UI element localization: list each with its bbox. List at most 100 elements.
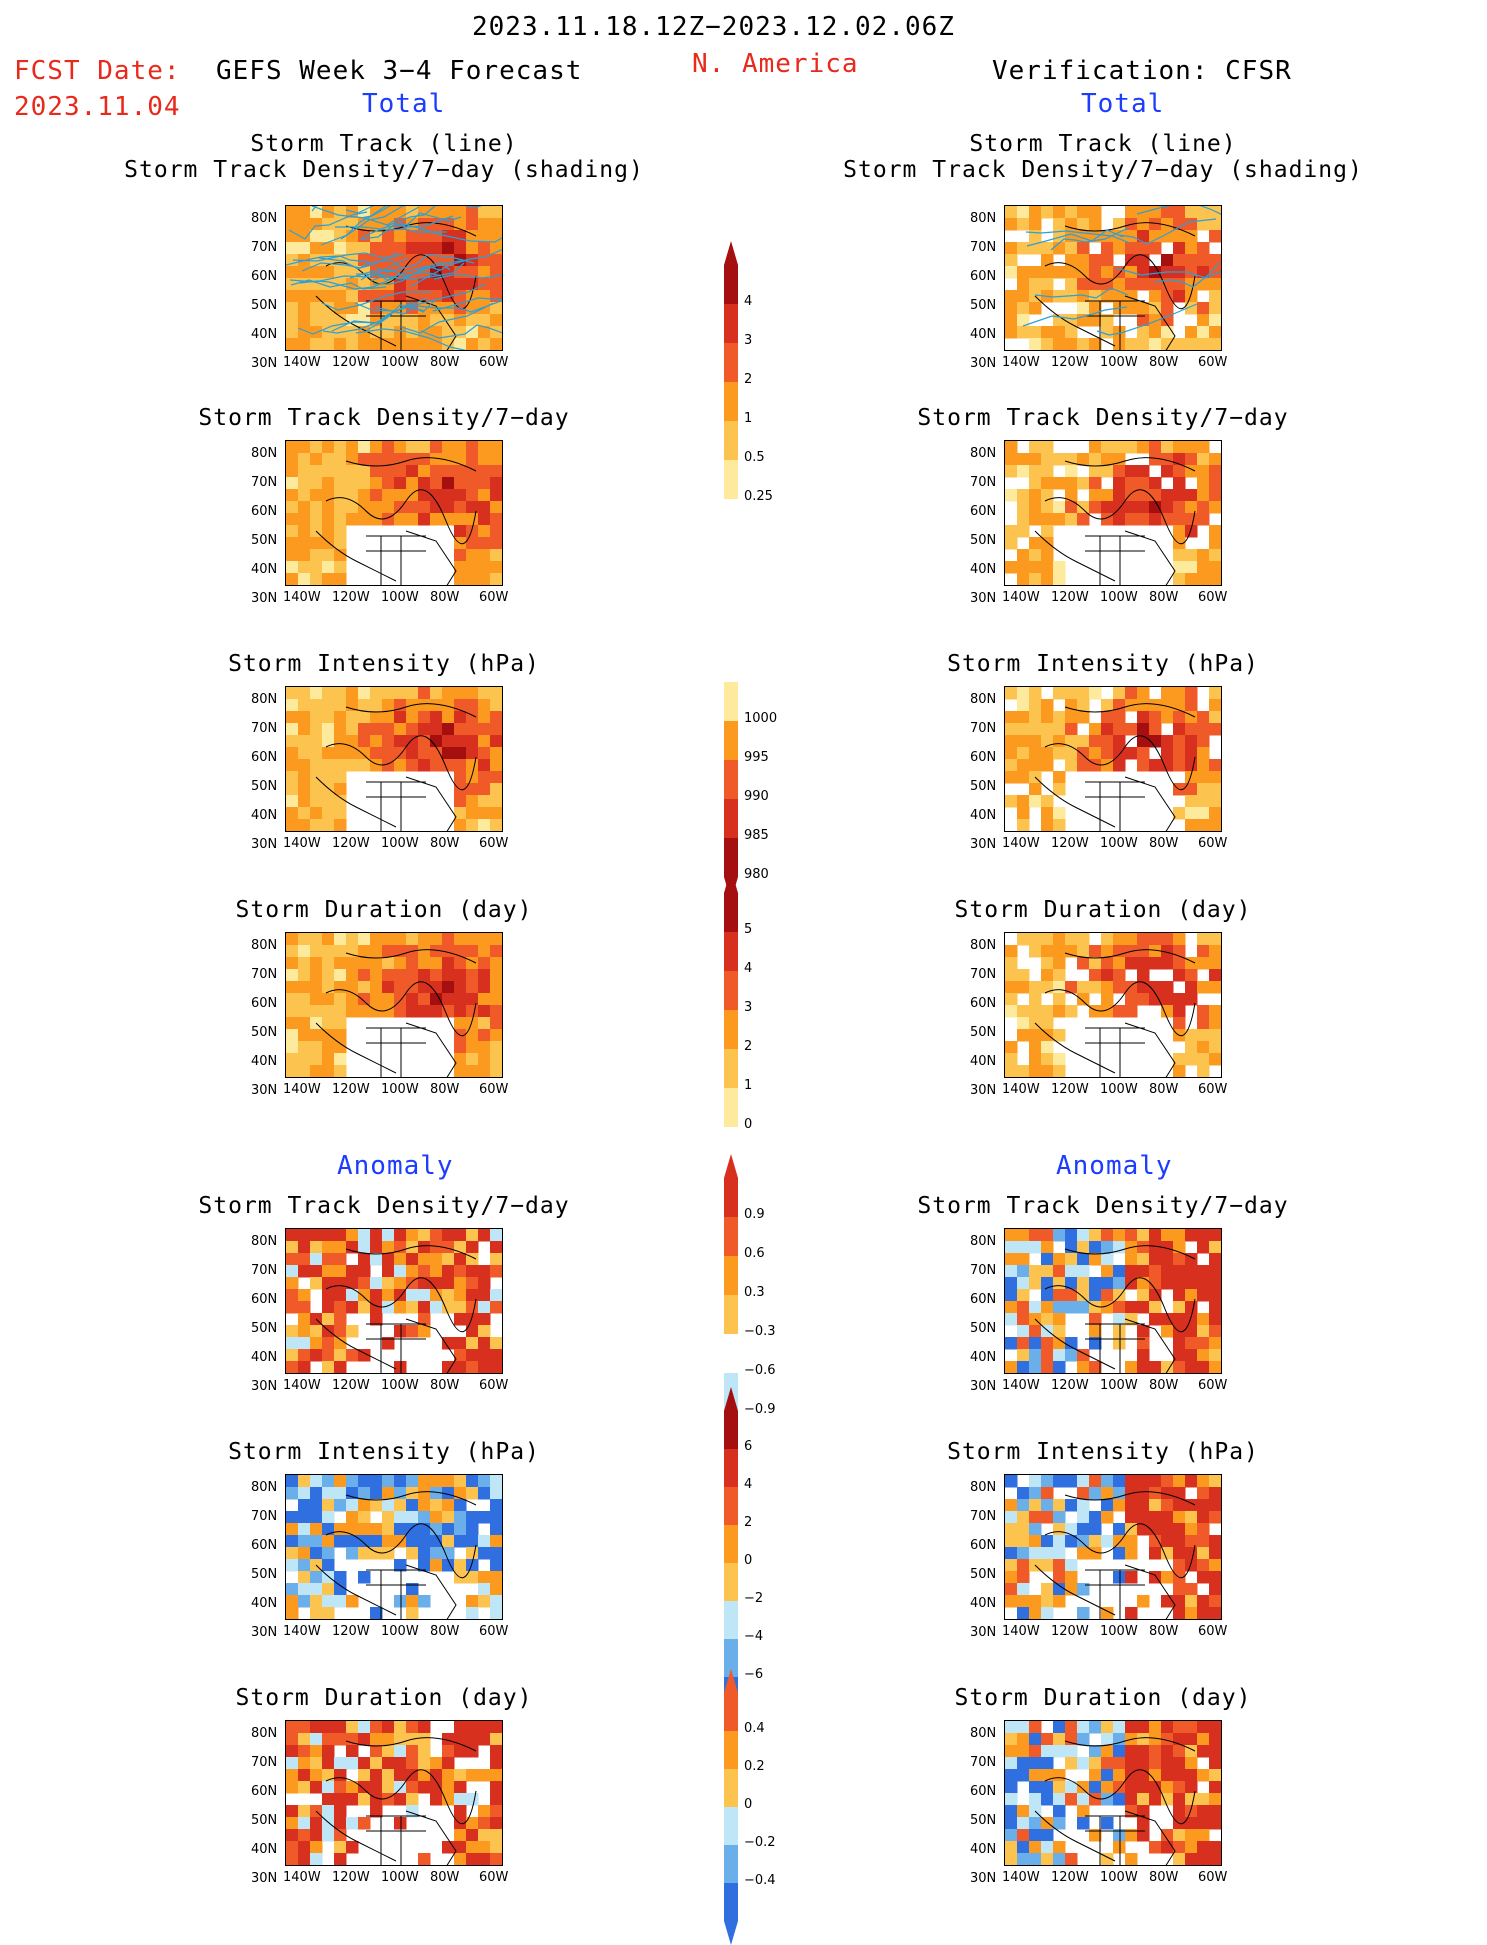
shade-cell (346, 1301, 359, 1314)
shade-cell (1197, 441, 1210, 454)
shade-cell (1017, 795, 1030, 808)
shade-cell (1101, 969, 1114, 982)
shade-cell (1017, 242, 1030, 255)
shade-cell (502, 1865, 503, 1866)
shade-cell (394, 278, 407, 291)
shade-cell (1005, 266, 1018, 279)
shade-cell (466, 1817, 479, 1830)
shade-cell (1017, 747, 1030, 760)
shade-cell (406, 1511, 419, 1524)
shade-cell (286, 1325, 299, 1338)
shade-cell (298, 735, 311, 748)
shade-cell (310, 699, 323, 712)
lat-tick-label: 80N (970, 692, 997, 707)
shade-cell (1137, 266, 1150, 279)
shade-cell (466, 759, 479, 772)
shade-cell (502, 302, 503, 315)
shade-cell (1029, 1229, 1042, 1242)
shade-cell (442, 477, 455, 490)
shade-cell (1197, 1547, 1210, 1560)
colorbar-label: 990 (744, 789, 769, 804)
shade-cell (466, 1523, 479, 1536)
coastline-outline (1034, 703, 1196, 831)
lat-tick-label: 60N (970, 269, 997, 284)
shade-cell (1149, 230, 1162, 243)
shade-cell (1029, 1745, 1042, 1758)
shade-cell (1221, 1745, 1222, 1758)
shade-cell (502, 218, 503, 231)
shade-cell (430, 230, 443, 243)
shade-cell (382, 945, 395, 958)
colorbar-swatch (724, 1088, 738, 1127)
shade-cell (478, 1325, 491, 1338)
colorbar-swatch (724, 721, 738, 760)
shade-cell (502, 1325, 503, 1338)
shade-cell (1125, 513, 1138, 526)
shade-cell (298, 1721, 311, 1734)
shade-cell (1185, 1301, 1198, 1314)
shade-cell (1137, 759, 1150, 772)
shade-cell (1137, 230, 1150, 243)
shade-cell (1029, 1265, 1042, 1278)
shade-cell (478, 1721, 491, 1734)
shade-cell (1161, 338, 1174, 350)
shade-cell (430, 723, 443, 736)
shade-cell (1029, 501, 1042, 514)
lat-tick-label: 30N (251, 591, 278, 606)
right-map-panel (1004, 686, 1222, 832)
shade-cell (418, 1535, 431, 1548)
shade-cell (478, 747, 491, 760)
shade-cell (1089, 302, 1102, 315)
shade-cell (1137, 1277, 1150, 1290)
shade-cell (1173, 218, 1186, 231)
lon-tick-label: 140W (1002, 1378, 1040, 1393)
shade-cell (298, 465, 311, 478)
shade-cell (466, 1077, 479, 1078)
shade-cell (370, 441, 383, 454)
shade-cell (1209, 759, 1221, 772)
colorbar-label: 980 (744, 867, 769, 882)
shade-cell (1017, 1829, 1030, 1842)
shade-cell (310, 350, 323, 351)
shade-cell (1197, 1841, 1210, 1854)
shade-cell (502, 1853, 503, 1866)
shade-cell (1089, 735, 1102, 748)
shade-cell (1125, 1829, 1138, 1842)
shade-cell (310, 230, 323, 243)
shade-cell (1017, 1853, 1030, 1865)
shade-cell (382, 1523, 395, 1536)
shade-cell (1077, 711, 1090, 724)
shade-cell (334, 1253, 347, 1266)
shade-cell (370, 1769, 383, 1782)
shade-cell (322, 242, 335, 255)
shade-cell (490, 1005, 502, 1018)
shade-cell (490, 1841, 502, 1854)
shade-cell (1053, 1511, 1066, 1524)
shade-cell (454, 1487, 467, 1500)
shade-cell (1041, 723, 1054, 736)
shade-cell (1029, 585, 1042, 586)
shade-cell (490, 957, 502, 970)
shade-cell (466, 1619, 479, 1620)
shade-cell (1053, 1559, 1066, 1572)
shade-cell (1101, 1229, 1114, 1242)
shade-cell (1077, 1523, 1090, 1536)
shade-cell (1149, 453, 1162, 466)
shade-cell (1221, 1535, 1222, 1548)
shade-cell (1197, 314, 1210, 327)
shade-cell (1053, 1733, 1066, 1746)
shade-cell (1209, 1313, 1221, 1326)
colorbar-swatch (724, 1334, 738, 1373)
shade-cell (1101, 1757, 1114, 1770)
shade-cell (382, 477, 395, 490)
shade-cell (322, 1583, 335, 1596)
shade-cell (1149, 1619, 1162, 1620)
shade-cell (1209, 314, 1221, 327)
shade-cell (286, 1559, 299, 1572)
lon-tick-label: 120W (1051, 355, 1089, 370)
shade-cell (490, 1607, 502, 1619)
shade-cell (1221, 993, 1222, 1006)
shade-cell (430, 1499, 443, 1512)
colorbar-swatch (724, 304, 738, 343)
shade-cell (322, 441, 335, 454)
